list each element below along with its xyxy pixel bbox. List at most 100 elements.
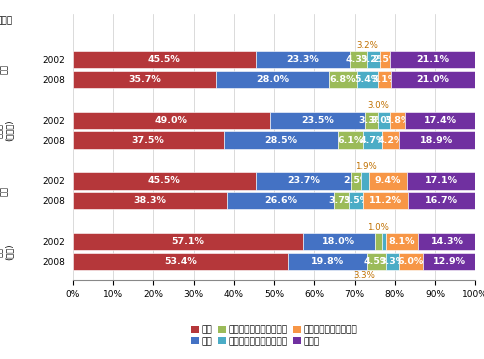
Text: 35.7%: 35.7% [128, 75, 161, 84]
Bar [368, 172, 406, 190]
Text: 3.7%: 3.7% [328, 196, 354, 205]
Bar [377, 112, 389, 129]
Text: 准教授
(助教授): 准教授 (助教授) [0, 120, 14, 141]
Text: 1.9%: 1.9% [354, 162, 376, 171]
Text: （年）: （年） [0, 16, 13, 25]
Text: 1.0%: 1.0% [366, 223, 388, 232]
Bar [73, 233, 302, 250]
Bar [227, 192, 333, 209]
Bar [361, 172, 368, 190]
Text: 28.5%: 28.5% [264, 136, 297, 145]
Bar [338, 131, 362, 149]
Bar [374, 233, 381, 250]
Bar [73, 131, 223, 149]
Text: 5.4%: 5.4% [353, 75, 380, 84]
Bar [73, 51, 256, 68]
Bar [223, 131, 338, 149]
Bar [407, 192, 474, 209]
Text: 57.1%: 57.1% [171, 237, 204, 246]
Bar [385, 253, 398, 270]
Bar [405, 112, 474, 129]
Bar [381, 233, 385, 250]
Text: 45.5%: 45.5% [148, 55, 181, 64]
Bar [216, 71, 329, 88]
Text: 3.8%: 3.8% [384, 116, 410, 125]
Bar [73, 253, 287, 270]
Text: 16.7%: 16.7% [424, 196, 457, 205]
Text: 23.7%: 23.7% [287, 176, 319, 186]
Bar [422, 253, 474, 270]
Bar [389, 112, 405, 129]
Text: 19.8%: 19.8% [310, 257, 344, 266]
Bar [406, 172, 475, 190]
Text: 4.7%: 4.7% [359, 136, 385, 145]
Bar [398, 131, 474, 149]
Text: 38.3%: 38.3% [133, 196, 166, 205]
Text: 4.2%: 4.2% [377, 136, 403, 145]
Text: 6.0%: 6.0% [397, 257, 423, 266]
Text: 8.1%: 8.1% [388, 237, 414, 246]
Text: 21.1%: 21.1% [415, 55, 448, 64]
Legend: 研究, 教育, 社会サービス：研究関連, 社会サービス：教育関連, 社会サービス：その他, その他: 研究, 教育, 社会サービス：研究関連, 社会サービス：教育関連, 社会サービス… [186, 322, 361, 350]
Text: 2.5%: 2.5% [371, 55, 397, 64]
Text: 4.3%: 4.3% [345, 55, 371, 64]
Bar [366, 51, 379, 68]
Bar [73, 71, 216, 88]
Text: 45.5%: 45.5% [148, 176, 181, 186]
Text: 23.3%: 23.3% [286, 55, 318, 64]
Bar [378, 71, 390, 88]
Text: 23.5%: 23.5% [300, 116, 333, 125]
Text: 53.4%: 53.4% [164, 257, 196, 266]
Bar [385, 233, 417, 250]
Bar [256, 172, 350, 190]
Bar [333, 192, 348, 209]
Bar [348, 192, 362, 209]
Text: 12.9%: 12.9% [432, 257, 465, 266]
Bar [390, 71, 474, 88]
Text: 2.5%: 2.5% [343, 176, 369, 186]
Text: 11.2%: 11.2% [368, 196, 401, 205]
Bar [256, 51, 349, 68]
Bar [73, 172, 256, 190]
Text: 3.0%: 3.0% [370, 116, 396, 125]
Text: 6.1%: 6.1% [337, 136, 363, 145]
Bar [364, 112, 377, 129]
Bar [302, 233, 374, 250]
Bar [287, 253, 367, 270]
Bar [349, 51, 366, 68]
Text: 教授: 教授 [0, 65, 9, 74]
Text: 3.1%: 3.1% [371, 75, 397, 84]
Bar [379, 51, 389, 68]
Bar [398, 253, 422, 270]
Bar [73, 192, 227, 209]
Bar [270, 112, 364, 129]
Bar [73, 112, 270, 129]
Bar [381, 131, 398, 149]
Text: 9.4%: 9.4% [374, 176, 400, 186]
Text: 18.0%: 18.0% [322, 237, 355, 246]
Bar [350, 172, 361, 190]
Text: 14.3%: 14.3% [430, 237, 462, 246]
Text: 講師: 講師 [0, 186, 9, 196]
Text: 3.2%: 3.2% [360, 55, 386, 64]
Text: 49.0%: 49.0% [154, 116, 187, 125]
Text: 28.0%: 28.0% [256, 75, 289, 84]
Text: 6.8%: 6.8% [329, 75, 355, 84]
Bar [362, 131, 381, 149]
Bar [367, 253, 385, 270]
Text: 3.3%: 3.3% [378, 257, 405, 266]
Bar [417, 233, 475, 250]
Text: 18.9%: 18.9% [420, 136, 453, 145]
Text: 3.3%: 3.3% [353, 271, 375, 280]
Text: 4.5%: 4.5% [363, 257, 389, 266]
Text: 17.4%: 17.4% [423, 116, 456, 125]
Text: 17.1%: 17.1% [424, 176, 457, 186]
Text: 3.2%: 3.2% [356, 41, 378, 50]
Bar [329, 71, 356, 88]
Text: 3.3%: 3.3% [358, 116, 383, 125]
Bar [362, 192, 407, 209]
Text: 21.0%: 21.0% [416, 75, 449, 84]
Text: 3.0%: 3.0% [366, 101, 388, 110]
Text: 3.5%: 3.5% [342, 196, 368, 205]
Bar [389, 51, 474, 68]
